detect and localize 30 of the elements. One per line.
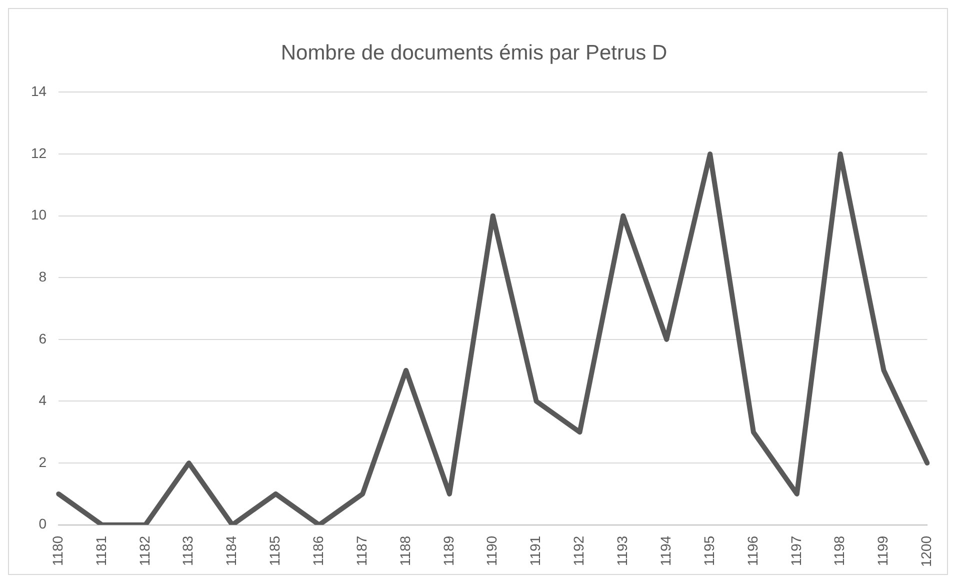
- x-tick-label: 1198: [831, 536, 848, 566]
- x-tick-label: 1191: [527, 536, 544, 566]
- x-tick-label: 1181: [92, 536, 109, 566]
- x-tick-label: 1200: [918, 536, 934, 568]
- x-tick-label: 1188: [396, 536, 413, 566]
- y-tick-label: 2: [38, 454, 47, 470]
- x-tick-label: 1185: [266, 536, 283, 566]
- y-tick-label: 4: [38, 392, 47, 408]
- x-tick-label: 1194: [657, 536, 674, 566]
- y-tick-label: 14: [30, 83, 47, 100]
- chart-title: Nombre de documents émis par Petrus D: [280, 41, 668, 64]
- x-tick-label: 1186: [310, 536, 326, 566]
- x-tick-label: 1180: [49, 536, 66, 566]
- x-tick-label: 1187: [353, 536, 370, 566]
- x-tick-label: 1183: [180, 536, 196, 566]
- y-tick-label: 12: [30, 144, 47, 161]
- x-tick-label: 1193: [614, 536, 630, 566]
- x-tick-label: 1190: [484, 536, 500, 566]
- x-tick-label: 1182: [136, 536, 152, 566]
- x-tick-label: 1199: [874, 536, 891, 566]
- x-tick-label: 1197: [788, 536, 804, 566]
- x-tick-label: 1192: [570, 536, 587, 566]
- y-tick-label: 0: [38, 516, 47, 532]
- x-tick-label: 1195: [700, 536, 717, 566]
- x-tick-label: 1184: [223, 536, 240, 566]
- x-tick-label: 1196: [744, 536, 760, 566]
- y-tick-label: 8: [38, 268, 47, 284]
- x-tick-label: 1189: [440, 536, 456, 566]
- y-tick-label: 10: [30, 206, 47, 223]
- y-tick-label: 6: [38, 330, 47, 346]
